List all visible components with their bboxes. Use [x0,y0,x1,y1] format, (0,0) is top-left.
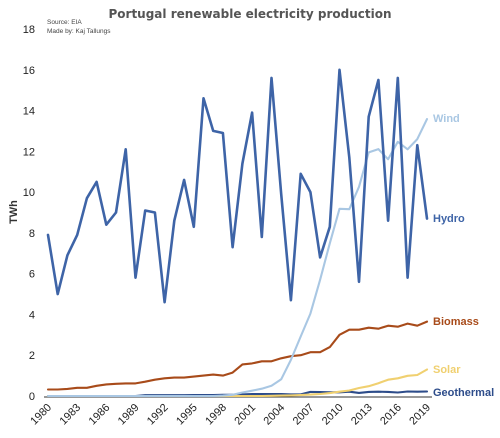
x-tick-label: 2001 [232,402,258,428]
series-label-solar: Solar [433,364,461,376]
x-tick-label: 2013 [349,402,375,428]
x-tick-label: 1989 [116,402,142,428]
x-tick-label: 2019 [407,402,433,428]
x-tick-label: 1992 [145,402,171,428]
series-label-wind: Wind [433,113,460,125]
x-tick-label: 1995 [174,402,200,428]
y-tick-label: 0 [29,391,35,403]
y-tick-label: 8 [29,228,35,240]
x-tick-label: 1986 [87,402,113,428]
y-axis-label: TWh [8,200,20,224]
x-tick-label: 2010 [320,402,346,428]
x-axis-ticks: 1980 1983 1986 1989 1992 1995 1998 2001 2004 2007… [28,402,433,428]
x-tick-label: 1980 [28,402,54,428]
series-label-biomass: Biomass [433,316,479,328]
series-labels: Geothermal Solar Biomass Wind Hydro [433,113,494,399]
series-label-geothermal: Geothermal [433,387,494,399]
series-label-hydro: Hydro [433,213,465,225]
x-tick-label: 1983 [57,402,83,428]
y-tick-label: 16 [23,65,35,77]
y-tick-label: 10 [23,187,35,199]
y-tick-label: 2 [29,350,35,362]
y-tick-label: 18 [23,24,35,36]
x-tick-label: 2004 [262,402,288,428]
series-lines [46,68,429,398]
y-tick-label: 12 [23,146,35,158]
y-tick-label: 4 [29,309,35,321]
x-tick-label: 1998 [203,402,229,428]
chart-title: Portugal renewable electricity productio… [108,7,391,21]
series-line-hydro [46,68,429,304]
y-tick-label: 14 [23,106,35,118]
series-line-biomass [46,320,429,391]
author-note: Made by: Kaj Tallungs [47,28,111,35]
y-axis-ticks: 0 2 4 6 8 10 12 14 16 18 [23,24,35,403]
source-note: Source: EIA [47,19,82,26]
series-line-wind [46,118,429,398]
x-tick-label: 2016 [378,402,404,428]
x-tick-label: 2007 [291,402,317,428]
y-tick-label: 6 [29,269,35,281]
